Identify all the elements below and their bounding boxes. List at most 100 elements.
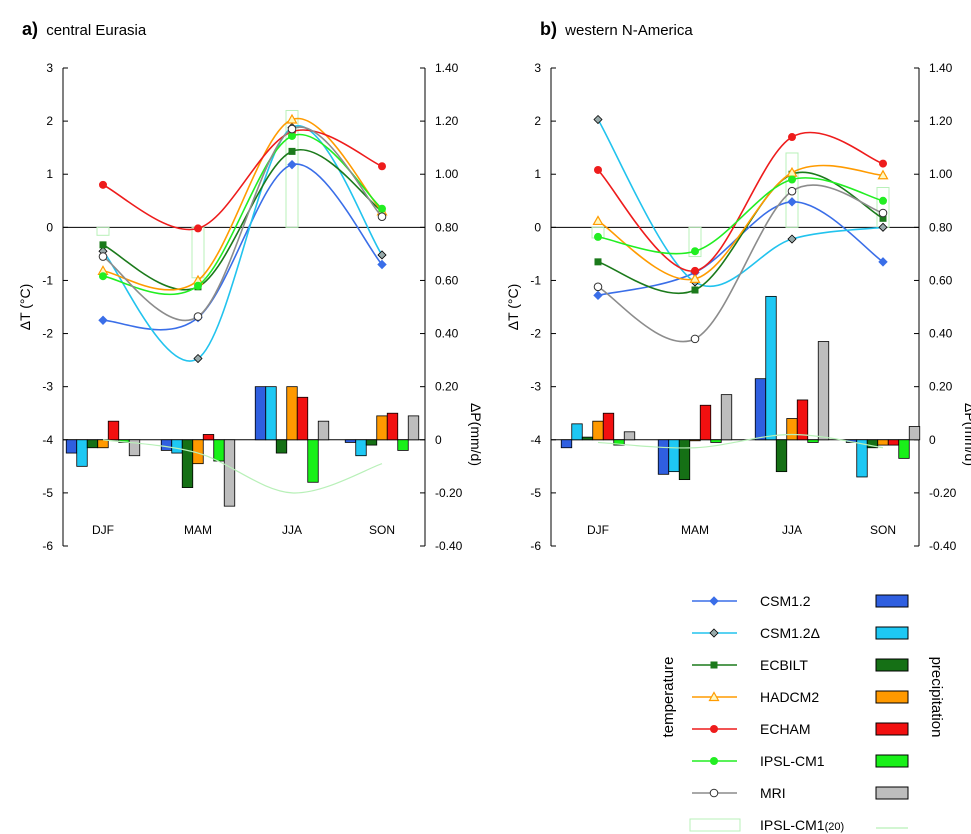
- legend-label: ECBILT: [760, 657, 808, 673]
- svg-text:a) central Eurasia: a) central Eurasia: [22, 19, 147, 39]
- legend-marker: [710, 757, 718, 765]
- bar-csm1-2-: [171, 439, 183, 454]
- category-label: JJA: [782, 523, 802, 537]
- legend-label: HADCM2: [760, 689, 819, 705]
- bar-ecbilt: [275, 439, 288, 454]
- point-ipsl-cm1: [194, 281, 202, 290]
- point-hadcm2: [689, 273, 701, 283]
- bar-mri: [317, 420, 330, 441]
- legend-label: MRI: [760, 785, 786, 801]
- bar-echam: [386, 412, 399, 441]
- bar-ipsl-cm1: [397, 439, 409, 451]
- y2-tick-label: 0.80: [435, 220, 459, 234]
- bar-hadcm2: [592, 420, 604, 441]
- point-csm1-2-: [377, 250, 387, 260]
- point-mri: [690, 334, 700, 344]
- bar-mri: [128, 439, 141, 457]
- line-ecbilt: [102, 148, 383, 291]
- line-ipsl-cm1-20: [597, 433, 884, 449]
- point-csm1-2-: [878, 222, 888, 232]
- point-ipsl-cm1: [288, 131, 296, 140]
- point-hadcm2: [286, 113, 298, 124]
- panel-a-title: central Eurasia: [46, 22, 147, 39]
- y2-axis-label: ΔP(mm/d): [962, 403, 971, 466]
- legend-marker: [710, 725, 718, 733]
- y-tick-label: -2: [530, 327, 541, 341]
- bar-ecbilt: [678, 439, 691, 481]
- y2-tick-label: 1.00: [435, 167, 459, 181]
- point-echam: [378, 162, 386, 171]
- y2-tick-label: 0.20: [929, 380, 953, 394]
- y2-tick-label: 0.80: [929, 220, 953, 234]
- bar-csm1-2-: [668, 439, 680, 473]
- point-echam: [879, 159, 887, 168]
- point-csm1-2-: [193, 353, 203, 364]
- category-label: MAM: [184, 523, 212, 537]
- point-ipsl-cm1: [594, 232, 602, 241]
- bar-csm1-2-: [355, 439, 367, 457]
- legend-label: CSM1.2: [760, 593, 811, 609]
- bar-mri: [223, 439, 236, 507]
- y-tick-label: 0: [534, 220, 541, 234]
- category-label: SON: [369, 523, 395, 537]
- point-ecbilt: [288, 147, 296, 155]
- bar-csm1-2-: [571, 423, 583, 441]
- bar-csm1-2: [65, 439, 78, 454]
- bar-echam: [202, 434, 215, 441]
- category-label: DJF: [587, 523, 609, 537]
- line-ipsl-cm1: [102, 133, 383, 296]
- point-ecbilt: [99, 241, 107, 249]
- point-ipsl-cm1: [788, 175, 796, 184]
- y-tick-label: 2: [534, 114, 541, 128]
- bar-mri: [817, 341, 830, 441]
- point-hadcm2: [592, 215, 604, 226]
- point-csm1-2: [593, 290, 603, 301]
- bar-echam: [107, 420, 120, 441]
- bar-mri: [720, 394, 733, 441]
- y-tick-label: 3: [46, 61, 53, 75]
- y2-tick-label: 1.20: [435, 114, 459, 128]
- bar-csm1-2: [254, 386, 267, 441]
- bar-ecbilt: [181, 439, 194, 488]
- bar-ipsl-cm1: [807, 439, 819, 443]
- point-mri: [787, 186, 797, 196]
- bar-csm1-2-: [856, 439, 868, 478]
- legend-marker: [710, 661, 718, 669]
- y-tick-label: -4: [42, 433, 53, 447]
- point-ipsl-cm1: [99, 272, 107, 281]
- panel-a-central-eurasia: a) central Eurasia 3 2 1 0 -1 -2 -3 -4 -5 -6 1.40 1…: [17, 19, 484, 553]
- point-mri: [593, 282, 603, 292]
- category-label: JJA: [282, 523, 302, 537]
- point-ipsl-cm1: [879, 196, 887, 205]
- legend-marker: [708, 691, 720, 702]
- line-echam: [102, 129, 383, 231]
- y2-axis-label: ΔP(mm/d): [468, 403, 484, 466]
- y2-tick-label: -0.20: [929, 486, 957, 500]
- bar-echam: [602, 412, 615, 441]
- legend-marker: [709, 788, 719, 798]
- bar-ipsl-cm1: [307, 439, 319, 483]
- bar-csm1-2-: [76, 439, 88, 467]
- bar-ecbilt: [86, 439, 99, 449]
- y2-tick-label: 0.20: [435, 380, 459, 394]
- category-label: DJF: [92, 523, 114, 537]
- legend-label: CSM1.2Δ: [760, 625, 820, 641]
- bar-ipsl-cm1: [898, 439, 910, 459]
- bar-hadcm2: [786, 418, 798, 441]
- y-tick-label: -1: [530, 273, 541, 287]
- y-tick-label: 1: [534, 167, 541, 181]
- legend-bar: [875, 722, 909, 736]
- bar-ipsl-cm1-20: [285, 109, 299, 228]
- y-tick-label: 1: [46, 167, 53, 181]
- y2-tick-label: 1.20: [929, 114, 953, 128]
- point-mri: [878, 208, 888, 218]
- y2-tick-label: 1.40: [929, 61, 953, 75]
- line-csm1-2-: [597, 119, 884, 288]
- legend-bar: [875, 786, 909, 800]
- panel-b-title: western N-America: [564, 22, 693, 39]
- line-ipsl-cm1: [597, 177, 884, 255]
- point-csm1-2: [787, 197, 797, 207]
- line-hadcm2: [597, 164, 884, 281]
- bar-ipsl-cm1: [710, 439, 722, 443]
- bar-mri: [407, 415, 420, 441]
